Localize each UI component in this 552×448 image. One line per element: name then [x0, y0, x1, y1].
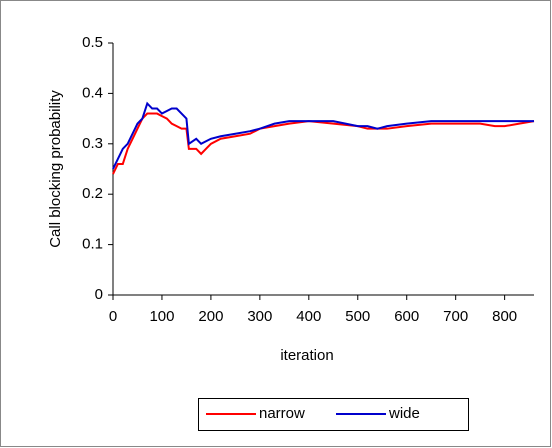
x-tick-label: 100: [149, 308, 174, 325]
y-tick-label: 0.4: [82, 84, 103, 101]
x-tick-label: 400: [296, 308, 321, 325]
y-axis-label: Call blocking probability: [47, 90, 64, 248]
y-tick-label: 0.3: [82, 135, 103, 152]
y-tick-label: 0: [95, 286, 103, 303]
series-line: [112, 101, 534, 170]
x-tick-label: 0: [109, 308, 117, 325]
x-tick-label: 600: [394, 308, 419, 325]
legend-label: wide: [388, 405, 420, 422]
x-tick-label: 500: [345, 308, 370, 325]
y-tick-label: 0.5: [82, 34, 103, 51]
x-tick-label: 700: [443, 308, 468, 325]
x-tick-label: 300: [247, 308, 272, 325]
x-tick-label: 800: [492, 308, 517, 325]
x-axis-label: iteration: [280, 347, 333, 364]
y-tick-label: 0.2: [82, 185, 103, 202]
y-tick-label: 0.1: [82, 236, 103, 253]
legend-label: narrow: [259, 405, 305, 422]
x-tick-label: 200: [198, 308, 223, 325]
